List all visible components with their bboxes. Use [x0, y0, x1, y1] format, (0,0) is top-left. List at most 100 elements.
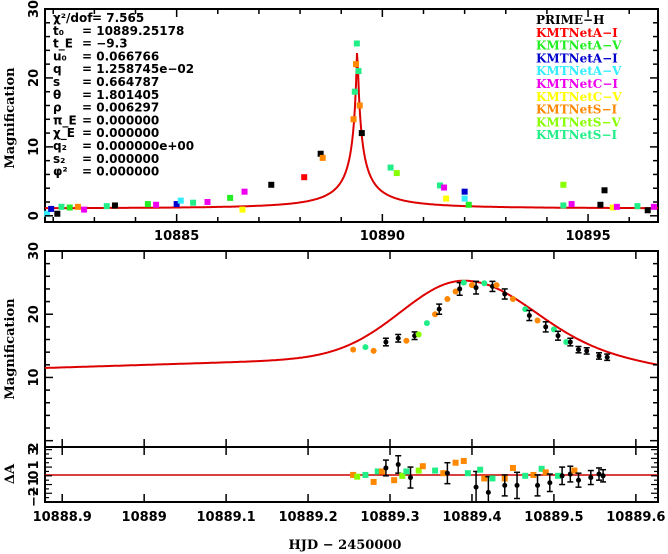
parameter-name: q	[53, 62, 62, 76]
data-point	[468, 282, 475, 289]
y-tick-label: 30	[27, 0, 42, 18]
y-axis-title-panel1: Magnification	[3, 67, 18, 169]
residual-point	[473, 484, 479, 490]
data-point	[596, 353, 602, 359]
data-point	[567, 339, 573, 345]
data-point	[563, 339, 570, 346]
data-point	[443, 195, 450, 202]
residual-point	[588, 475, 594, 481]
panel-full-light-curve: 10885 10890 10895 0 10 20 30 Magnification χ²/…	[3, 0, 659, 244]
residual-point	[596, 471, 602, 477]
residual-point	[399, 472, 406, 479]
data-point	[526, 312, 532, 318]
residual-y-tick-label: −2	[27, 487, 42, 507]
data-point	[568, 201, 575, 208]
y-tick-label: 10	[27, 138, 42, 156]
parameter-value: = 7.565	[92, 11, 144, 25]
data-point	[543, 324, 549, 330]
data-point	[227, 194, 234, 201]
legend-entry: KMTNetA−I	[536, 51, 618, 65]
residual-point	[477, 466, 484, 473]
data-point	[356, 102, 363, 109]
fit-parameters: χ²/dof = 7.565 t₀ = 10889.25178 t_E = −9.3 u₀ =…	[53, 11, 194, 179]
data-point	[241, 188, 248, 195]
parameter-value: = 1.258745e−02	[82, 62, 194, 76]
data-point	[465, 201, 472, 208]
data-point	[555, 333, 561, 339]
data-point	[351, 88, 358, 95]
data-point	[317, 150, 324, 157]
residual-point	[535, 482, 541, 488]
x-tick-label: 10889	[122, 510, 167, 525]
parameter-value: = 0.000000	[82, 165, 159, 179]
parameter-name: t₀	[53, 24, 64, 38]
residual-point	[370, 478, 377, 485]
residual-point	[444, 470, 450, 476]
data-point	[239, 206, 246, 213]
residual-point	[509, 464, 516, 471]
residual-y-tick-label: 3	[27, 446, 42, 455]
x-tick-label: 10895	[565, 229, 610, 244]
data-point	[268, 181, 275, 188]
residual-point	[432, 467, 439, 474]
y-axis-title-panel2: Magnification	[3, 298, 18, 400]
x-tick-label: 10889.3	[360, 510, 419, 525]
residual-point	[350, 471, 357, 478]
data-point	[204, 199, 211, 206]
data-point	[393, 170, 400, 177]
data-point	[370, 347, 377, 354]
data-point	[432, 311, 439, 318]
data-point	[153, 201, 160, 208]
panel-residuals: 10888.9 10889 10889.1 10889.2 10889.3 10889.4…	[3, 442, 665, 553]
y-tick-label: 30	[27, 242, 42, 260]
model-curve-zoom	[44, 279, 659, 369]
legend-entry: KMTNetA−V	[536, 39, 622, 53]
x-tick-label: 10889.5	[524, 510, 583, 525]
x-tick-label: 10889.6	[606, 510, 665, 525]
parameter-value: = 10889.25178	[82, 24, 184, 38]
x-tick-label: 10890	[360, 229, 405, 244]
panel1-frame	[44, 8, 659, 223]
data-point	[460, 279, 467, 286]
data-point	[48, 205, 55, 212]
residual-point	[502, 482, 508, 488]
data-point	[502, 291, 508, 297]
parameter-name: θ	[53, 88, 61, 102]
data-point	[383, 339, 389, 345]
data-point	[103, 203, 110, 210]
parameter-name: t_E	[53, 37, 73, 52]
residual-point	[391, 477, 398, 484]
data-point	[319, 154, 326, 161]
data-point	[58, 203, 65, 210]
parameter-name: q₂	[53, 139, 67, 153]
parameter-name: s₂	[53, 152, 65, 166]
x-tick-label: 10885	[154, 229, 199, 244]
data-point	[81, 206, 88, 213]
data-point	[358, 130, 365, 137]
residual-point	[576, 477, 582, 483]
data-point	[301, 174, 308, 181]
y-tick-label: 0	[27, 211, 42, 220]
residual-y-tick-label: 2	[27, 442, 42, 451]
parameter-name: χ²/dof	[53, 11, 93, 25]
parameter-value: = 0.000000	[82, 126, 159, 140]
residual-point	[460, 457, 467, 464]
data-point	[177, 197, 184, 204]
parameter-name: u₀	[53, 49, 67, 63]
data-point	[457, 286, 463, 292]
legend-entry: KMTNetC−V	[536, 90, 622, 104]
data-point	[522, 306, 529, 313]
parameter-name: φ²	[53, 165, 68, 179]
residual-point	[403, 468, 410, 475]
residual-point	[530, 471, 537, 478]
data-point	[353, 40, 360, 47]
residual-point	[559, 473, 565, 479]
residual-point	[542, 469, 549, 476]
data-point	[441, 184, 448, 191]
data-point	[461, 195, 468, 202]
data-point	[597, 201, 604, 208]
legend-entry: PRIME−H	[536, 13, 604, 27]
x-tick-label: 10889.4	[442, 510, 501, 525]
data-point	[481, 280, 488, 287]
data-point	[473, 285, 479, 291]
